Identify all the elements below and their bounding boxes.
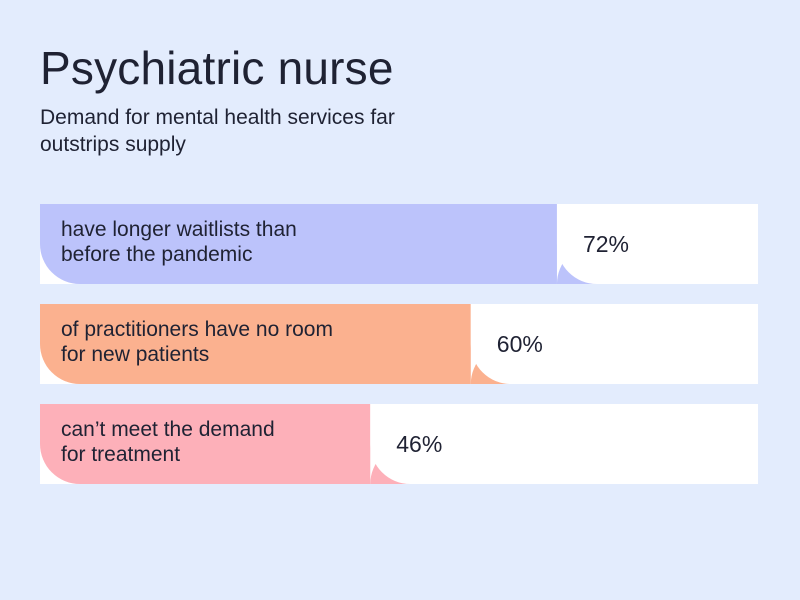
value-label: 60% <box>497 331 543 357</box>
bar <box>40 404 371 484</box>
bar <box>40 204 557 284</box>
bar-remainder <box>556 204 758 284</box>
bar-remainder <box>370 404 758 484</box>
category-label: have longer waitlists than before the pan… <box>61 218 297 266</box>
bar <box>40 304 471 384</box>
value-label: 72% <box>583 231 629 257</box>
bar-remainder <box>470 304 758 384</box>
value-label: 46% <box>396 431 442 457</box>
category-label: of practitioners have no room for new pat… <box>61 318 333 366</box>
chart-subtitle: Demand for mental health services far ou… <box>40 106 395 156</box>
chart-title: Psychiatric nurse <box>40 42 394 94</box>
category-label: can’t meet the demand for treatment <box>61 418 275 466</box>
